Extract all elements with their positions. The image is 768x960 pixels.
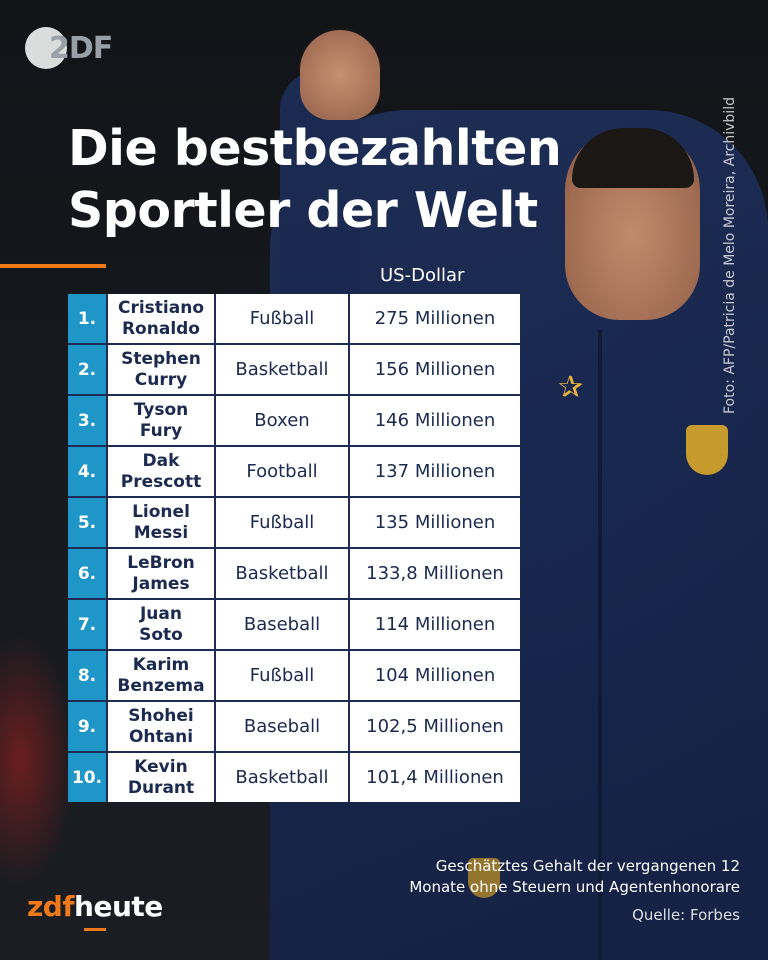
athlete-last-name: Ronaldo [121,318,200,339]
athlete-last-name: Ohtani [128,726,194,747]
athlete-first-name: Dak [142,450,180,471]
athlete-first-name: Tyson [133,399,189,420]
salary-cell: 275 Millionen [374,308,496,329]
jacket-zip [598,330,602,960]
rank-cell: 9. [68,702,108,751]
athlete-last-name: Fury [139,420,183,441]
page-title: Die bestbezahlten Sportler der Welt [68,118,588,242]
salary-cell: 137 Millionen [374,461,496,482]
table-row: 2. Stephen Curry Basketball 156 Millionen [68,345,520,396]
athlete-first-name: Stephen [121,348,201,369]
accent-divider [0,264,106,268]
photo-credit: Foto: AFP/Patricia de Melo Moreira, Arch… [722,97,738,414]
athlete-first-name: Lionel [132,501,190,522]
rank-cell: 5. [68,498,108,547]
footnote-line-2: Monate ohne Steuern und Agentenhonorare [409,878,740,896]
sport-cell: Basketball [216,345,350,394]
salary-cell: 133,8 Millionen [366,563,504,584]
athlete-first-name: LeBron [127,552,195,573]
sport-cell: Fußball [216,498,350,547]
athlete-first-name: Juan [139,603,182,624]
zdfheute-logo: zdfheute [27,890,163,923]
salary-cell: 114 Millionen [374,614,496,635]
sport-cell: Baseball [216,702,350,751]
sport-cell: Football [216,447,350,496]
zdf-logo-circle-icon [25,27,67,69]
athlete-name-cell: Cristiano Ronaldo [108,294,216,343]
athlete-first-name: Cristiano [117,297,204,318]
athlete-first-name: Karim [132,654,190,675]
sport-cell: Fußball [216,294,350,343]
rank-cell: 3. [68,396,108,445]
sport-cell: Boxen [216,396,350,445]
footnote-line-1: Geschätztes Gehalt der vergangenen 12 [435,857,740,875]
table-row: 7. Juan Soto Baseball 114 Millionen [68,600,520,651]
title-line-2: Sportler der Welt [68,182,538,239]
salary-cell: 102,5 Millionen [366,716,504,737]
table-row: 8. Karim Benzema Fußball 104 Millionen [68,651,520,702]
athlete-name-cell: Tyson Fury [108,396,216,445]
athlete-last-name: Durant [127,777,195,798]
puma-logo-icon: ✰ [558,370,584,405]
salary-cell: 104 Millionen [374,665,496,686]
table-row: 9. Shohei Ohtani Baseball 102,5 Millionen [68,702,520,753]
athlete-name-cell: Stephen Curry [108,345,216,394]
athlete-name-cell: Kevin Durant [108,753,216,802]
athlete-name-cell: LeBron James [108,549,216,598]
footnote: Geschätztes Gehalt der vergangenen 12 Mo… [320,856,740,898]
athlete-first-name: Kevin [134,756,188,777]
athlete-name-cell: Dak Prescott [108,447,216,496]
athlete-last-name: Prescott [120,471,202,492]
title-line-1: Die bestbezahlten [68,120,562,177]
athlete-last-name: Messi [133,522,189,543]
ranking-table: 1. Cristiano Ronaldo Fußball 275 Millionen 2.… [68,294,520,802]
rank-cell: 10. [68,753,108,802]
table-row: 6. LeBron James Basketball 133,8 Millionen [68,549,520,600]
athlete-last-name: Benzema [117,675,205,696]
athlete-last-name: Curry [134,369,188,390]
athlete-hair [572,128,694,188]
zdf-logo-text: 2DF [49,31,113,66]
athlete-last-name: Soto [139,624,183,645]
athlete-name-cell: Karim Benzema [108,651,216,700]
team-crest-small-icon [468,858,500,898]
source-label: Quelle: Forbes [632,906,740,924]
athlete-last-name: James [132,573,190,594]
salary-cell: 135 Millionen [374,512,496,533]
table-row: 1. Cristiano Ronaldo Fußball 275 Millionen [68,294,520,345]
sport-cell: Basketball [216,753,350,802]
athlete-name-cell: Lionel Messi [108,498,216,547]
sport-cell: Baseball [216,600,350,649]
athlete-first-name: Shohei [128,705,194,726]
rank-cell: 6. [68,549,108,598]
zdf-logo: 2DF [25,27,113,69]
salary-cell: 146 Millionen [374,410,496,431]
salary-cell: 101,4 Millionen [366,767,504,788]
salary-cell: 156 Millionen [374,359,496,380]
rank-cell: 1. [68,294,108,343]
sport-cell: Fußball [216,651,350,700]
rank-cell: 4. [68,447,108,496]
rank-cell: 2. [68,345,108,394]
athlete-name-cell: Shohei Ohtani [108,702,216,751]
athlete-name-cell: Juan Soto [108,600,216,649]
table-row: 5. Lionel Messi Fußball 135 Millionen [68,498,520,549]
sport-cell: Basketball [216,549,350,598]
zdfheute-logo-heute: heute [74,890,163,923]
table-row: 4. Dak Prescott Football 137 Millionen [68,447,520,498]
rank-cell: 8. [68,651,108,700]
team-crest-icon [686,425,728,475]
table-row: 3. Tyson Fury Boxen 146 Millionen [68,396,520,447]
unit-label: US-Dollar [380,265,465,286]
table-row: 10. Kevin Durant Basketball 101,4 Millionen [68,753,520,802]
rank-cell: 7. [68,600,108,649]
zdfheute-logo-underline [84,928,106,931]
athlete-fist [300,30,380,120]
zdfheute-logo-zdf: zdf [27,890,75,923]
